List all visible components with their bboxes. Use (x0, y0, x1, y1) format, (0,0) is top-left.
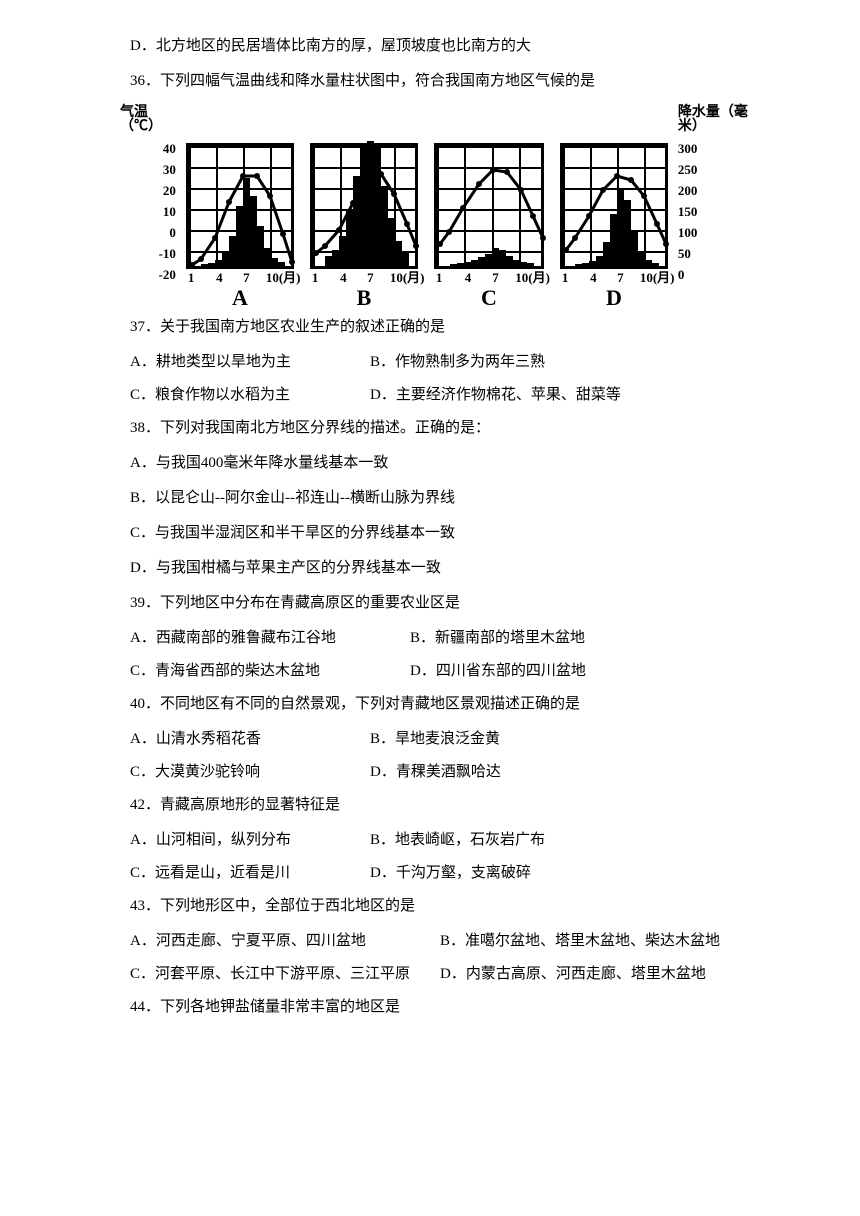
chart-letter-C: C (481, 287, 497, 309)
q38-stem: 38．下列对我国南北方地区分界线的描述。正确的是： (130, 412, 750, 445)
right-y-axis: 降水量（毫米） 300 250 200 150 100 50 0 (676, 106, 750, 309)
q42-stem: 42．青藏高原地形的显著特征是 (130, 789, 750, 822)
chart-letter-D: D (606, 287, 622, 309)
q37-a: A．耕地类型以旱地为主 (130, 346, 370, 379)
q40-b: B．旱地麦浪泛金黄 (370, 723, 500, 756)
q38-b: B．以昆仑山--阿尔金山--祁连山--横断山脉为界线 (130, 482, 750, 515)
q43-c: C．河套平原、长江中下游平原、三江平原 (130, 958, 440, 991)
q39-c: C．青海省西部的柴达木盆地 (130, 655, 410, 688)
charts-figure: 气温（℃） 40 30 20 10 0 -10 -20 14710(月)A147… (120, 106, 750, 309)
q40-a: A．山清水秀稻花香 (130, 723, 370, 756)
q39-a: A．西藏南部的雅鲁藏布江谷地 (130, 622, 410, 655)
q40-d: D．青稞美酒飘哈达 (370, 756, 501, 789)
q38-a: A．与我国400毫米年降水量线基本一致 (130, 447, 750, 480)
q42-c: C．远看是山，近看是川 (130, 857, 370, 890)
q43-a: A．河西走廊、宁夏平原、四川盆地 (130, 925, 440, 958)
q38-c: C．与我国半湿润区和半干旱区的分界线基本一致 (130, 517, 750, 550)
chart-A: 14710(月)A (186, 143, 294, 309)
q42-d: D．千沟万壑，支离破碎 (370, 857, 531, 890)
q43-d: D．内蒙古高原、河西走廊、塔里木盆地 (440, 958, 706, 991)
chart-letter-A: A (232, 287, 248, 309)
q44-stem: 44．下列各地钾盐储量非常丰富的地区是 (130, 991, 750, 1024)
q40-c: C．大漠黄沙驼铃响 (130, 756, 370, 789)
q39-stem: 39．下列地区中分布在青藏高原区的重要农业区是 (130, 587, 750, 620)
q39-d: D．四川省东部的四川盆地 (410, 655, 586, 688)
q37-c: C．粮食作物以水稻为主 (130, 379, 370, 412)
q40-stem: 40．不同地区有不同的自然景观，下列对青藏地区景观描述正确的是 (130, 688, 750, 721)
q42-a: A．山河相间，纵列分布 (130, 824, 370, 857)
q37-d: D．主要经济作物棉花、苹果、甜菜等 (370, 379, 621, 412)
q43-stem: 43．下列地形区中，全部位于西北地区的是 (130, 890, 750, 923)
q38-d: D．与我国柑橘与苹果主产区的分界线基本一致 (130, 552, 750, 585)
left-y-axis: 气温（℃） 40 30 20 10 0 -10 -20 (120, 106, 178, 309)
chart-C: 14710(月)C (434, 143, 544, 309)
chart-D: 14710(月)D (560, 143, 668, 309)
chart-letter-B: B (357, 287, 372, 309)
q37-stem: 37．关于我国南方地区农业生产的叙述正确的是 (130, 311, 750, 344)
chart-B: 14710(月)B (310, 143, 418, 309)
q39-b: B．新疆南部的塔里木盆地 (410, 622, 585, 655)
q36-stem: 36．下列四幅气温曲线和降水量柱状图中，符合我国南方地区气候的是 (130, 65, 750, 98)
q42-b: B．地表崎岖，石灰岩广布 (370, 824, 545, 857)
q37-b: B．作物熟制多为两年三熟 (370, 346, 545, 379)
q43-b: B．准噶尔盆地、塔里木盆地、柴达木盆地 (440, 925, 720, 958)
q35-d-text: D．北方地区的民居墙体比南方的厚，屋顶坡度也比南方的大 (130, 30, 750, 63)
